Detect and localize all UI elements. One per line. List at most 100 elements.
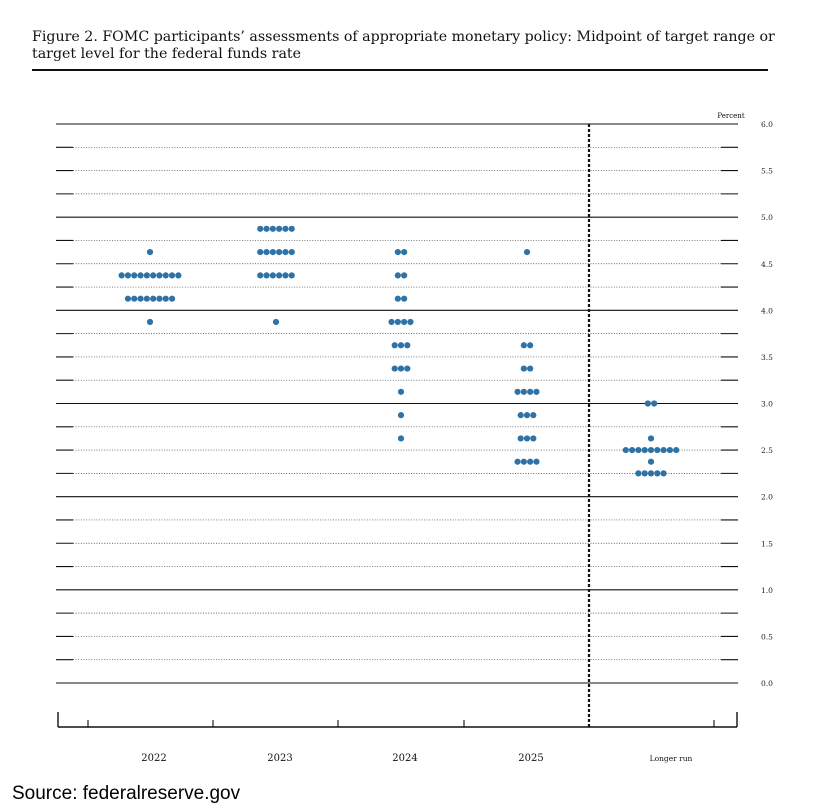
participant-dot bbox=[647, 458, 655, 465]
participant-dot bbox=[394, 249, 401, 256]
participant-dot bbox=[654, 446, 661, 454]
participant-dot bbox=[288, 249, 295, 256]
participant-dot bbox=[143, 272, 150, 279]
y-tick-label: 4.5 bbox=[761, 260, 773, 269]
participant-dot bbox=[404, 342, 411, 349]
participant-dot bbox=[162, 295, 169, 302]
title-rule bbox=[32, 69, 768, 71]
participant-dot bbox=[407, 318, 414, 326]
participant-dot bbox=[527, 388, 534, 395]
y-tick-label: 0.0 bbox=[761, 679, 773, 688]
participant-dot bbox=[282, 225, 289, 232]
participant-dot bbox=[527, 365, 534, 372]
participant-dot bbox=[397, 342, 405, 349]
participant-dot bbox=[388, 318, 395, 326]
participant-dot bbox=[263, 249, 270, 256]
participant-dot bbox=[131, 272, 138, 279]
participant-dot bbox=[131, 295, 138, 302]
x-tick-label: 2025 bbox=[518, 753, 543, 764]
participant-dot bbox=[520, 388, 527, 395]
participant-dot bbox=[137, 272, 144, 279]
participant-dot bbox=[523, 412, 531, 419]
participant-dot bbox=[401, 249, 408, 256]
y-tick-label: 4.0 bbox=[761, 306, 773, 315]
source-note: Source: federalreserve.gov bbox=[12, 783, 241, 804]
participant-dot bbox=[276, 249, 283, 256]
y-tick-label: 6.0 bbox=[761, 120, 773, 129]
participant-dot bbox=[146, 249, 154, 256]
y-tick-label: 2.5 bbox=[761, 446, 773, 455]
participant-dot bbox=[397, 435, 405, 442]
grid-lines bbox=[56, 123, 738, 684]
participant-dot bbox=[523, 435, 531, 442]
participant-dot bbox=[124, 272, 132, 279]
participant-dot bbox=[517, 435, 524, 442]
participant-dot bbox=[282, 249, 289, 256]
x-tick-labels: 2022 2023 2024 2025 Longer run bbox=[141, 753, 692, 764]
participant-dot bbox=[644, 400, 651, 407]
participant-dot bbox=[391, 342, 398, 349]
participant-dot bbox=[257, 249, 264, 256]
participant-dot bbox=[288, 272, 295, 279]
participant-dot bbox=[651, 400, 658, 407]
participant-dot bbox=[533, 388, 540, 395]
participant-dot bbox=[269, 249, 276, 256]
participant-dot bbox=[137, 295, 144, 302]
participant-dot bbox=[276, 272, 283, 279]
participant-dot bbox=[635, 470, 642, 477]
participant-dot bbox=[514, 458, 521, 465]
participant-dot bbox=[527, 458, 534, 465]
participant-dot bbox=[143, 295, 150, 302]
x-tick-label: 2024 bbox=[392, 753, 417, 764]
participant-dot bbox=[517, 412, 524, 419]
participant-dot bbox=[257, 272, 264, 279]
y-tick-label: 2.0 bbox=[761, 493, 773, 502]
y-axis-unit-label: Percent bbox=[717, 112, 744, 120]
participant-dot bbox=[150, 295, 157, 302]
participant-dot bbox=[641, 470, 648, 477]
participant-dot bbox=[530, 412, 537, 419]
x-tick-label: 2023 bbox=[267, 753, 292, 764]
participant-dot bbox=[282, 272, 289, 279]
participant-dot bbox=[514, 388, 521, 395]
participant-dot bbox=[397, 412, 405, 419]
participant-dot bbox=[397, 365, 405, 372]
participant-dot bbox=[146, 318, 154, 326]
y-tick-label: 3.0 bbox=[761, 400, 773, 409]
x-tick-label: Longer run bbox=[650, 754, 693, 763]
participant-dot bbox=[660, 446, 667, 454]
participant-dot bbox=[635, 446, 642, 454]
y-tick-label: 5.5 bbox=[761, 167, 773, 176]
participant-dot bbox=[394, 295, 401, 302]
y-tick-label: 3.5 bbox=[761, 353, 773, 362]
participant-dot bbox=[404, 365, 411, 372]
participant-dot bbox=[394, 272, 401, 279]
x-axis bbox=[57, 712, 738, 728]
participant-dot bbox=[660, 470, 667, 477]
participant-dot bbox=[156, 272, 163, 279]
participant-dot bbox=[124, 295, 132, 302]
participant-dot bbox=[401, 295, 408, 302]
dots-layer bbox=[118, 225, 680, 477]
participant-dot bbox=[654, 470, 661, 477]
y-tick-label: 1.5 bbox=[761, 539, 773, 548]
participant-dot bbox=[520, 365, 527, 372]
participant-dot bbox=[391, 365, 398, 372]
participant-dot bbox=[257, 225, 264, 232]
y-tick-label: 5.0 bbox=[761, 213, 773, 222]
participant-dot bbox=[647, 470, 655, 477]
y-tick-label: 0.5 bbox=[761, 632, 773, 641]
participant-dot bbox=[666, 446, 674, 454]
y-tick-label: 1.0 bbox=[761, 586, 773, 595]
participant-dot bbox=[530, 435, 537, 442]
participant-dot bbox=[533, 458, 540, 465]
participant-dot bbox=[527, 342, 534, 349]
y-tick-labels: 0.0 0.5 1.0 1.5 2.0 2.5 3.0 3.5 4.0 4.5 5.0 5.5 6.0 bbox=[761, 120, 773, 688]
participant-dot bbox=[288, 225, 295, 232]
participant-dot bbox=[401, 318, 408, 326]
participant-dot bbox=[397, 388, 405, 395]
participant-dot bbox=[263, 272, 270, 279]
participant-dot bbox=[269, 225, 276, 232]
participant-dot bbox=[276, 225, 283, 232]
